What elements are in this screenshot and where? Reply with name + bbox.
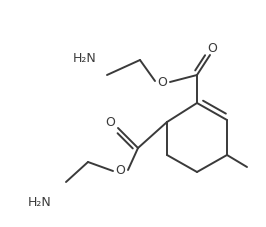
Text: O: O — [207, 42, 217, 54]
Text: H₂N: H₂N — [73, 52, 97, 64]
Text: O: O — [115, 163, 125, 177]
Text: O: O — [157, 76, 167, 89]
Text: O: O — [105, 116, 115, 129]
Text: H₂N: H₂N — [28, 195, 52, 209]
